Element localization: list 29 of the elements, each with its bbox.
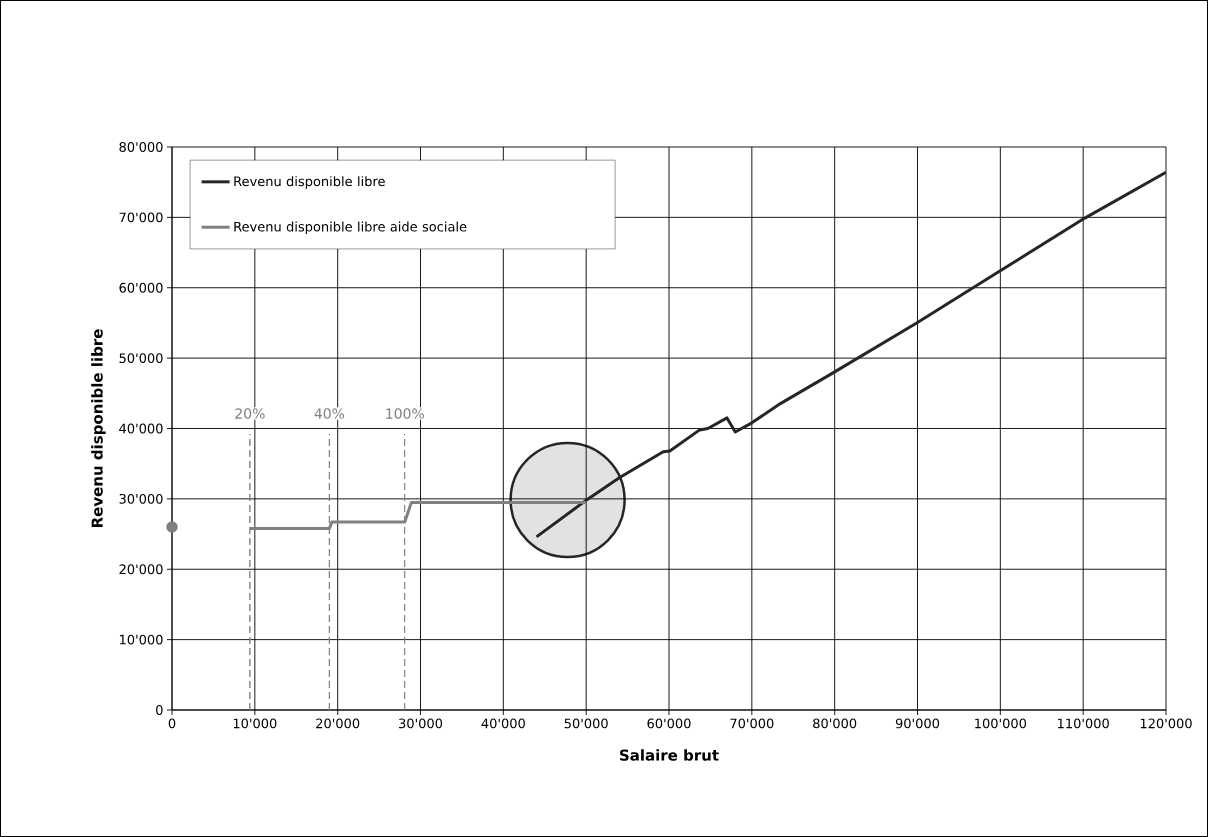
y-tick-label: 60'000: [119, 282, 163, 293]
y-tick-label: 10'000: [119, 634, 163, 645]
y-tick-label: 20'000: [119, 564, 163, 575]
x-axis-title: Salaire brut: [620, 749, 719, 761]
x-tick-label: 80'000: [813, 718, 857, 729]
x-tick-label: 50'000: [564, 718, 608, 729]
x-tick-label: 0: [168, 718, 176, 729]
x-tick-label: 70'000: [730, 718, 774, 729]
x-tick-label: 90'000: [895, 718, 940, 729]
y-tick-label: 0: [156, 705, 163, 715]
x-tick-label: 40'000: [481, 718, 525, 729]
y-tick-label: 30'000: [119, 493, 163, 504]
annotation: 100%: [386, 408, 424, 419]
x-tick-label: 20'000: [316, 718, 360, 729]
legend-label: Revenu disponible libre: [234, 176, 385, 189]
y-tick-label: 50'000: [119, 353, 163, 364]
x-tick-label: 60'000: [647, 718, 691, 729]
x-tick-label: 30'000: [399, 718, 443, 729]
annotation: 40%: [314, 408, 345, 419]
y-tick-label: 70'000: [119, 212, 163, 223]
annotation: 20%: [235, 408, 265, 419]
y-tick-label: 40'000: [119, 423, 163, 434]
x-tick-label: 100'000: [975, 718, 1027, 729]
y-axis-title: Revenu disponible libre: [91, 329, 106, 528]
legend-label: Revenu disponible libre aide sociale: [234, 221, 467, 235]
x-tick-label: 120'000: [1140, 718, 1192, 729]
y-tick-label: 80'000: [119, 142, 163, 152]
x-tick-label: 10'000: [233, 718, 277, 729]
x-tick-label: 110'000: [1058, 718, 1109, 729]
